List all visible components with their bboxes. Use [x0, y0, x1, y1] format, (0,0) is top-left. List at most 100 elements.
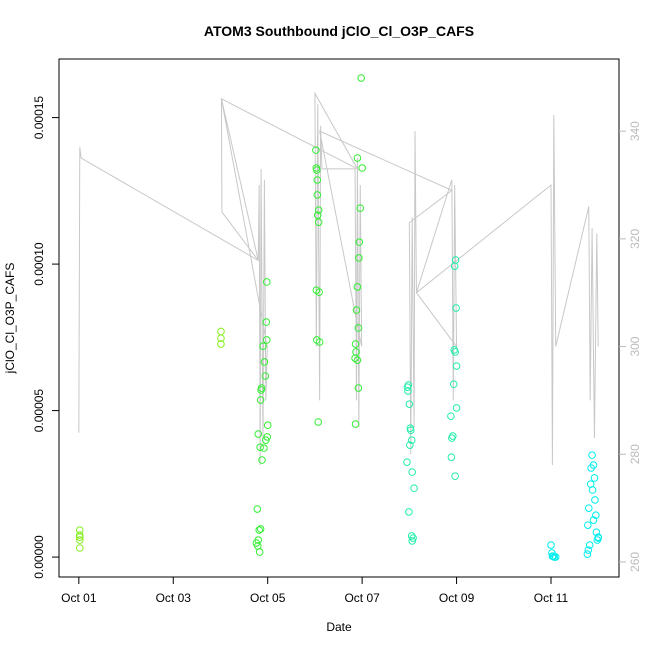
data-point	[351, 340, 360, 348]
data-point	[256, 443, 264, 452]
data-point	[260, 444, 268, 452]
data-point	[449, 380, 458, 389]
data-point	[314, 206, 323, 214]
data-point	[353, 154, 362, 162]
y2-tick-label: 340	[628, 121, 642, 141]
data-point	[75, 544, 84, 552]
data-point	[452, 404, 461, 412]
x-tick-label: Oct 07	[344, 591, 380, 605]
data-point	[584, 521, 592, 529]
data-point	[584, 546, 593, 554]
data-point	[353, 283, 362, 291]
y2-tick-label: 280	[628, 444, 642, 464]
data-point	[448, 434, 456, 442]
data-point	[314, 218, 323, 226]
data-point	[404, 387, 412, 395]
data-point	[407, 532, 416, 540]
y2-tick-label: 260	[628, 552, 642, 572]
data-point	[253, 505, 262, 513]
plot-frame	[58, 58, 620, 578]
data-point	[351, 354, 359, 362]
data-point	[260, 358, 269, 366]
data-point	[407, 436, 416, 444]
data-point	[356, 204, 365, 212]
x-tick-label: Oct 09	[439, 591, 475, 605]
chart-title: ATOM3 Southbound jClO_Cl_O3P_CAFS	[204, 23, 474, 39]
data-point	[312, 164, 321, 172]
data-point	[583, 550, 592, 558]
data-line	[78, 91, 599, 466]
data-point	[351, 420, 360, 428]
data-point	[313, 211, 322, 219]
data-point	[257, 384, 266, 392]
data-point	[406, 441, 414, 449]
data-point	[262, 336, 271, 344]
data-point	[593, 536, 602, 544]
data-point	[217, 334, 225, 343]
data-point	[353, 356, 362, 364]
data-point	[354, 384, 363, 392]
data-point	[408, 468, 416, 476]
data-point	[315, 288, 323, 297]
data-point	[256, 525, 265, 533]
y-tick-label: 0.00000	[32, 535, 46, 579]
y-tick-label: 0.00010	[32, 242, 46, 286]
data-point	[263, 421, 272, 430]
data-point	[262, 278, 271, 286]
data-point	[409, 534, 417, 542]
data-point	[405, 508, 413, 516]
data-point	[255, 526, 264, 534]
data-point	[312, 146, 320, 154]
y2-tick-label: 300	[628, 336, 642, 356]
data-point	[584, 504, 593, 512]
data-point	[255, 548, 264, 556]
data-point	[258, 456, 266, 464]
data-point	[592, 511, 600, 519]
data-point	[352, 306, 361, 314]
data-point	[313, 191, 322, 199]
data-point	[451, 472, 459, 481]
data-point	[355, 238, 364, 246]
data-point	[410, 484, 418, 493]
data-point	[403, 458, 411, 466]
data-point	[217, 340, 225, 348]
y2-tick-label: 320	[628, 229, 642, 249]
data-point	[590, 474, 599, 482]
data-point	[357, 74, 365, 82]
x-tick-label: Oct 11	[534, 591, 569, 605]
data-point	[358, 164, 366, 172]
data-point	[75, 531, 84, 539]
y-tick-label: 0.00015	[32, 96, 46, 140]
data-point	[406, 426, 415, 435]
data-point	[256, 396, 265, 404]
y-tick-label: 0.00005	[32, 389, 46, 433]
x-tick-label: Oct 01	[61, 591, 97, 605]
data-point	[75, 536, 84, 544]
data-point	[447, 453, 456, 461]
data-point	[591, 496, 599, 504]
data-point	[588, 486, 597, 494]
x-axis-label: Date	[326, 620, 352, 634]
data-point	[450, 262, 459, 270]
data-point	[313, 176, 322, 184]
data-point	[404, 381, 413, 389]
data-point	[315, 338, 324, 346]
data-point	[451, 348, 459, 356]
x-tick-label: Oct 03	[156, 591, 192, 605]
data-point	[314, 418, 323, 426]
data-point	[254, 430, 263, 438]
data-point	[547, 541, 555, 549]
data-point	[447, 412, 455, 420]
y-axis-label: jClO_Cl_O3P_CAFS	[3, 263, 17, 375]
data-point	[262, 318, 271, 326]
data-point	[263, 433, 272, 441]
x-tick-label: Oct 05	[250, 591, 286, 605]
data-point	[587, 464, 595, 472]
data-point	[452, 362, 461, 370]
data-point	[452, 304, 460, 312]
data-point	[259, 342, 267, 350]
data-point	[354, 324, 363, 332]
data-point	[261, 372, 270, 380]
